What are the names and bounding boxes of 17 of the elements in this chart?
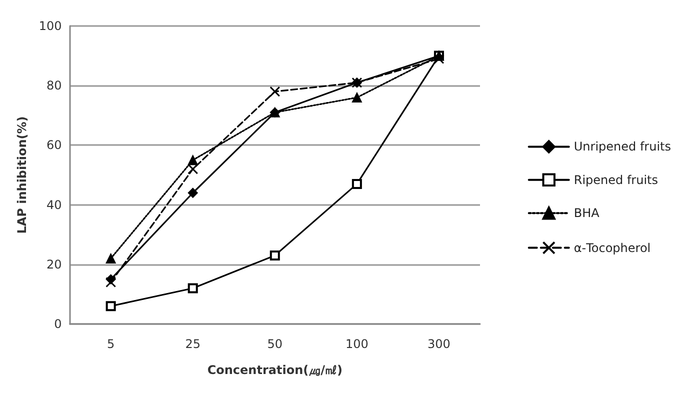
x-tick-label: 5 <box>107 337 115 351</box>
y-tick-label: 40 <box>46 198 62 212</box>
x-tick-label: 100 <box>345 337 368 351</box>
x-tick-label: 25 <box>185 337 201 351</box>
legend-label: Unripened fruits <box>574 140 672 154</box>
y-axis-title: LAP inhibition(%) <box>15 116 29 234</box>
legend-label: Ripened fruits <box>574 172 658 187</box>
x-tick-label: 300 <box>428 337 450 351</box>
y-tick-label: 20 <box>46 257 62 272</box>
y-tick-label: 80 <box>46 78 62 93</box>
legend-label: BHA <box>574 206 600 220</box>
y-tick-label: 60 <box>46 138 62 152</box>
y-tick-label: 100 <box>38 19 62 33</box>
x-tick-label: 50 <box>267 337 283 351</box>
y-tick-label: 0 <box>54 317 62 331</box>
x-axis-title: Concentration(㎍/㎖) <box>207 363 342 377</box>
legend-label: α-Tocopherol <box>574 240 651 255</box>
